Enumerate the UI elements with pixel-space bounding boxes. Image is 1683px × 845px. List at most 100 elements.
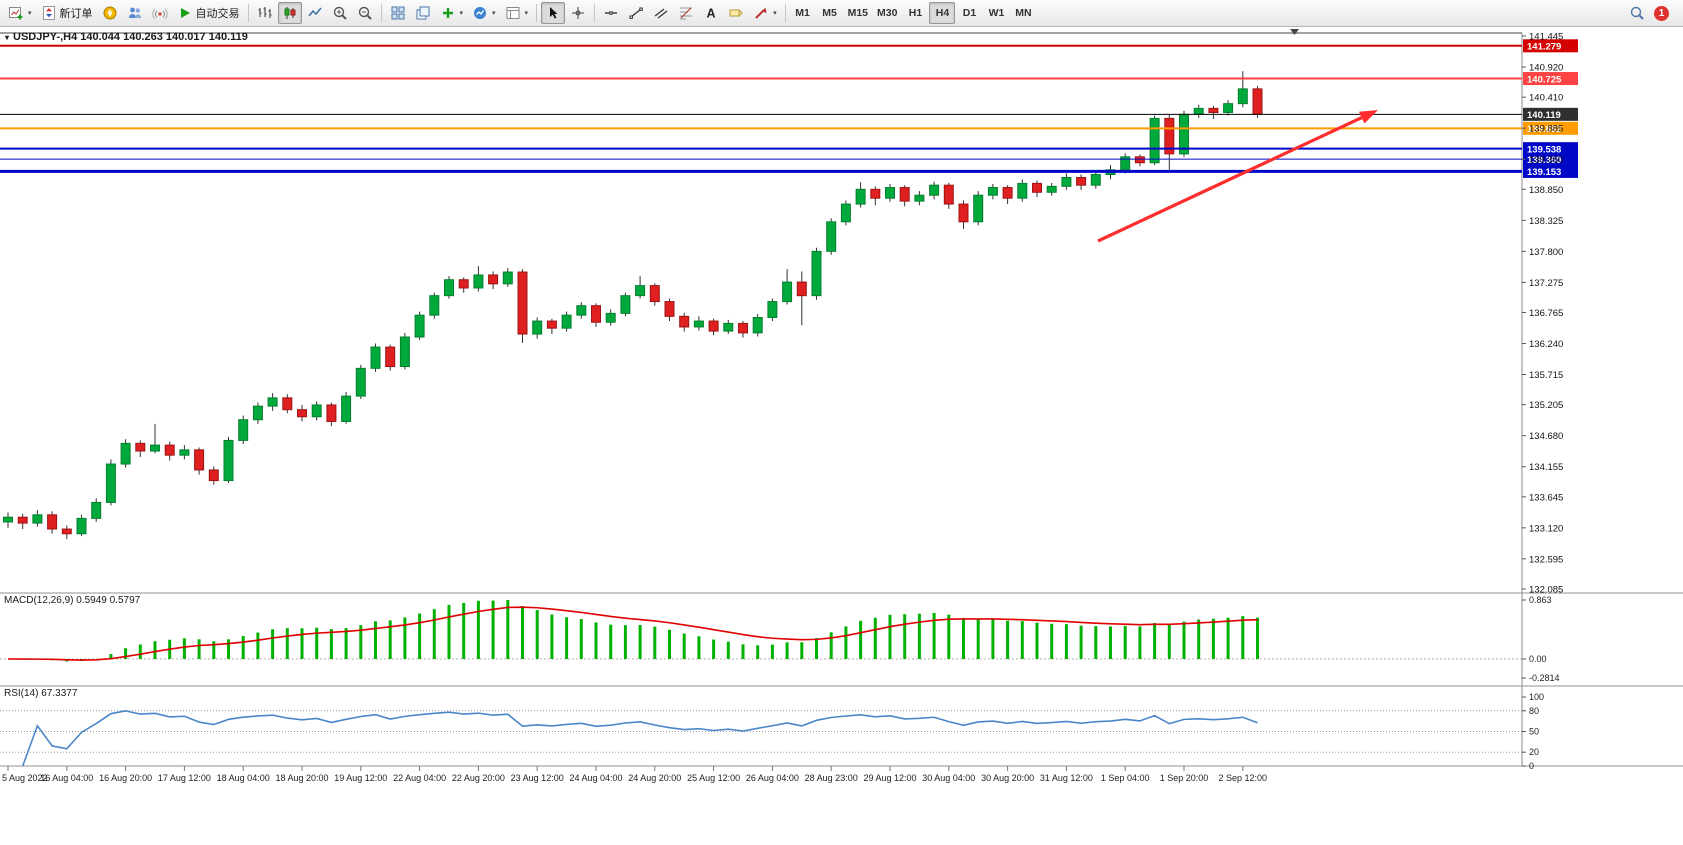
candle-body bbox=[929, 184, 940, 196]
candle-body bbox=[326, 404, 337, 422]
search-icon bbox=[1630, 6, 1644, 20]
fibonacci-tool-button[interactable] bbox=[674, 2, 698, 24]
svg-text:18 Aug 20:00: 18 Aug 20:00 bbox=[275, 773, 328, 783]
candle-body bbox=[1149, 117, 1160, 164]
candle-body bbox=[76, 517, 87, 535]
price-levels-layer[interactable]: 141.279 140.725 140.119 139.882 139.538139.3… bbox=[0, 39, 1578, 178]
symbol-dropdown-icon[interactable]: ▾ bbox=[5, 33, 10, 42]
panel-frames bbox=[0, 29, 1683, 767]
text-tool-button[interactable]: A bbox=[699, 2, 723, 24]
cascade-windows-button[interactable] bbox=[411, 2, 435, 24]
market-signal-icon bbox=[151, 8, 168, 20]
timeframe-mn-button[interactable]: MN bbox=[1010, 2, 1036, 24]
navigator-button[interactable]: ▾ bbox=[468, 2, 500, 24]
main-toolbar: ▾ 新订单 自动交易 ▾ ▾ bbox=[0, 0, 1683, 27]
timeframe-h1-button[interactable]: H1 bbox=[902, 2, 928, 24]
symbol-info: ▾ USDJPY-,H4 140.044 140.263 140.017 140.… bbox=[5, 31, 248, 43]
candlestick-chart-button[interactable] bbox=[277, 2, 302, 24]
autotrading-play-icon bbox=[180, 8, 190, 18]
autotrading-label: 自动交易 bbox=[195, 8, 240, 20]
timeframe-m30-button[interactable]: M30 bbox=[873, 2, 901, 24]
svg-text:26 Aug 04:00: 26 Aug 04:00 bbox=[746, 773, 799, 783]
candle-body bbox=[738, 322, 748, 334]
bar-chart-button[interactable] bbox=[253, 2, 277, 24]
svg-text:140.410: 140.410 bbox=[1529, 93, 1563, 104]
candle-body bbox=[91, 501, 102, 519]
candle-body bbox=[1164, 117, 1175, 155]
channel-tool-button[interactable] bbox=[649, 2, 673, 24]
horizontal-line-tool-button[interactable] bbox=[599, 2, 623, 24]
svg-text:80: 80 bbox=[1529, 706, 1539, 716]
candle-body bbox=[399, 336, 410, 368]
toolbar-separator bbox=[784, 4, 786, 22]
candle-body bbox=[767, 301, 778, 319]
svg-text:134.680: 134.680 bbox=[1529, 431, 1563, 442]
search-button[interactable] bbox=[1625, 2, 1649, 24]
candle-body bbox=[752, 317, 763, 334]
candle-body bbox=[811, 250, 822, 297]
timeframe-m1-button[interactable]: M1 bbox=[790, 2, 816, 24]
metaeditor-button[interactable] bbox=[98, 2, 122, 24]
price-tag bbox=[1523, 142, 1578, 156]
candle-body bbox=[238, 419, 249, 441]
svg-text:140.920: 140.920 bbox=[1529, 63, 1563, 74]
navigator-icon bbox=[474, 7, 487, 19]
svg-text:-0.2814: -0.2814 bbox=[1529, 673, 1560, 683]
symbol-info-text: USDJPY-,H4 140.044 140.263 140.017 140.1… bbox=[13, 31, 248, 43]
timeframe-d1-button[interactable]: D1 bbox=[956, 2, 982, 24]
candle-body bbox=[429, 295, 440, 316]
market-signal-button[interactable] bbox=[148, 2, 172, 24]
zoom-out-button[interactable] bbox=[353, 2, 377, 24]
notification-badge[interactable]: 1 bbox=[1654, 5, 1669, 21]
candle-body bbox=[105, 463, 116, 503]
line-chart-button[interactable] bbox=[303, 2, 327, 24]
svg-text:22 Aug 20:00: 22 Aug 20:00 bbox=[452, 773, 505, 783]
candle-body bbox=[1046, 185, 1057, 193]
candlestick-chart-icon bbox=[284, 7, 296, 19]
metaeditor-icon bbox=[103, 6, 117, 20]
candle-body bbox=[355, 367, 366, 397]
candle-body bbox=[3, 516, 13, 523]
cursor-button[interactable] bbox=[541, 2, 566, 24]
candle-body bbox=[635, 285, 646, 297]
accounts-icon bbox=[128, 7, 141, 18]
macd-signal-line bbox=[7, 606, 1258, 661]
timeframe-m15-button[interactable]: M15 bbox=[844, 2, 872, 24]
new-chart-icon bbox=[9, 7, 23, 20]
trend-arrow-annotation[interactable] bbox=[1097, 110, 1378, 243]
chart-properties-button[interactable]: ▾ bbox=[501, 2, 533, 24]
candle-body bbox=[385, 346, 396, 368]
svg-text:133.645: 133.645 bbox=[1529, 492, 1563, 503]
timeframe-h4-button[interactable]: H4 bbox=[929, 2, 956, 24]
tile-windows-button[interactable] bbox=[386, 2, 410, 24]
candle-body bbox=[546, 320, 557, 329]
svg-text:31 Aug 12:00: 31 Aug 12:00 bbox=[1040, 773, 1093, 783]
crosshair-button[interactable] bbox=[566, 2, 590, 24]
candle-body bbox=[1208, 107, 1219, 114]
arrows-tool-button[interactable]: ▾ bbox=[749, 2, 781, 24]
price-axis[interactable]: 141.445 140.920 140.410 139.885 139.360 138.8… bbox=[1522, 32, 1563, 772]
zoom-in-button[interactable] bbox=[328, 2, 352, 24]
new-chart-button[interactable]: ▾ bbox=[4, 2, 36, 24]
autotrading-button[interactable]: 自动交易 bbox=[173, 2, 244, 24]
new-order-button[interactable]: 新订单 bbox=[37, 2, 97, 24]
candle-body bbox=[708, 320, 719, 332]
dropdown-caret: ▾ bbox=[524, 10, 529, 17]
candle-body bbox=[120, 442, 131, 465]
dropdown-caret: ▾ bbox=[459, 10, 464, 17]
svg-text:16 Aug 04:00: 16 Aug 04:00 bbox=[40, 773, 93, 783]
svg-text:0.00: 0.00 bbox=[1529, 654, 1547, 664]
svg-text:17 Aug 12:00: 17 Aug 12:00 bbox=[158, 773, 211, 783]
rsi-panel bbox=[0, 710, 1522, 767]
timeframe-w1-button[interactable]: W1 bbox=[983, 2, 1009, 24]
candle-body bbox=[223, 439, 234, 482]
add-indicator-button[interactable]: ▾ bbox=[436, 2, 468, 24]
candle-body bbox=[252, 405, 263, 421]
trendline-tool-button[interactable] bbox=[624, 2, 648, 24]
timeframe-m5-button[interactable]: M5 bbox=[817, 2, 843, 24]
svg-text:135.715: 135.715 bbox=[1529, 370, 1563, 381]
label-tool-button[interactable] bbox=[724, 2, 748, 24]
accounts-button[interactable] bbox=[123, 2, 147, 24]
